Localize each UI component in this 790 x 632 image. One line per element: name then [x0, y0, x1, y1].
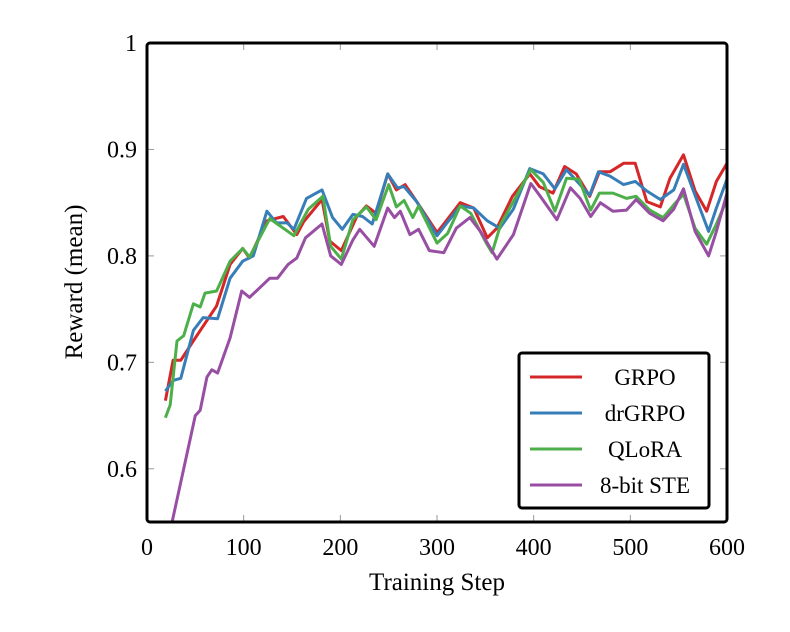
- y-tick-label: 0.6: [107, 457, 137, 483]
- x-tick-label: 600: [709, 535, 745, 561]
- x-tick-label: 0: [141, 535, 153, 561]
- legend: GRPO drGRPO QLoRA 8-bit STE: [517, 351, 711, 510]
- y-tick-label: 1: [125, 31, 137, 57]
- series-line-qlora: [163, 168, 727, 419]
- x-tick-label: 500: [612, 535, 648, 561]
- series-lines: [163, 153, 727, 522]
- y-tick-label: 0.7: [107, 350, 137, 376]
- x-tick-label: 400: [516, 535, 552, 561]
- y-tick-labels: 0.6 0.7 0.8 0.9 1: [107, 31, 137, 483]
- plot-frame: [145, 41, 729, 524]
- legend-label: 8-bit STE: [600, 473, 690, 498]
- x-tick-label: 300: [419, 535, 455, 561]
- legend-box: [517, 351, 711, 510]
- y-tick-label: 0.8: [107, 244, 137, 270]
- y-tick-label: 0.9: [107, 137, 137, 163]
- series-line-8-bit-ste: [170, 182, 727, 522]
- x-axis-label: Training Step: [369, 569, 505, 596]
- y-axis-label: Reward (mean): [61, 205, 88, 360]
- legend-label: QLoRA: [608, 437, 683, 462]
- x-tick-label: 100: [226, 535, 262, 561]
- legend-label: GRPO: [614, 365, 675, 390]
- x-tick-labels: 0 100 200 300 400 500 600: [141, 535, 745, 561]
- x-tick-label: 200: [322, 535, 358, 561]
- legend-label: drGRPO: [605, 401, 686, 426]
